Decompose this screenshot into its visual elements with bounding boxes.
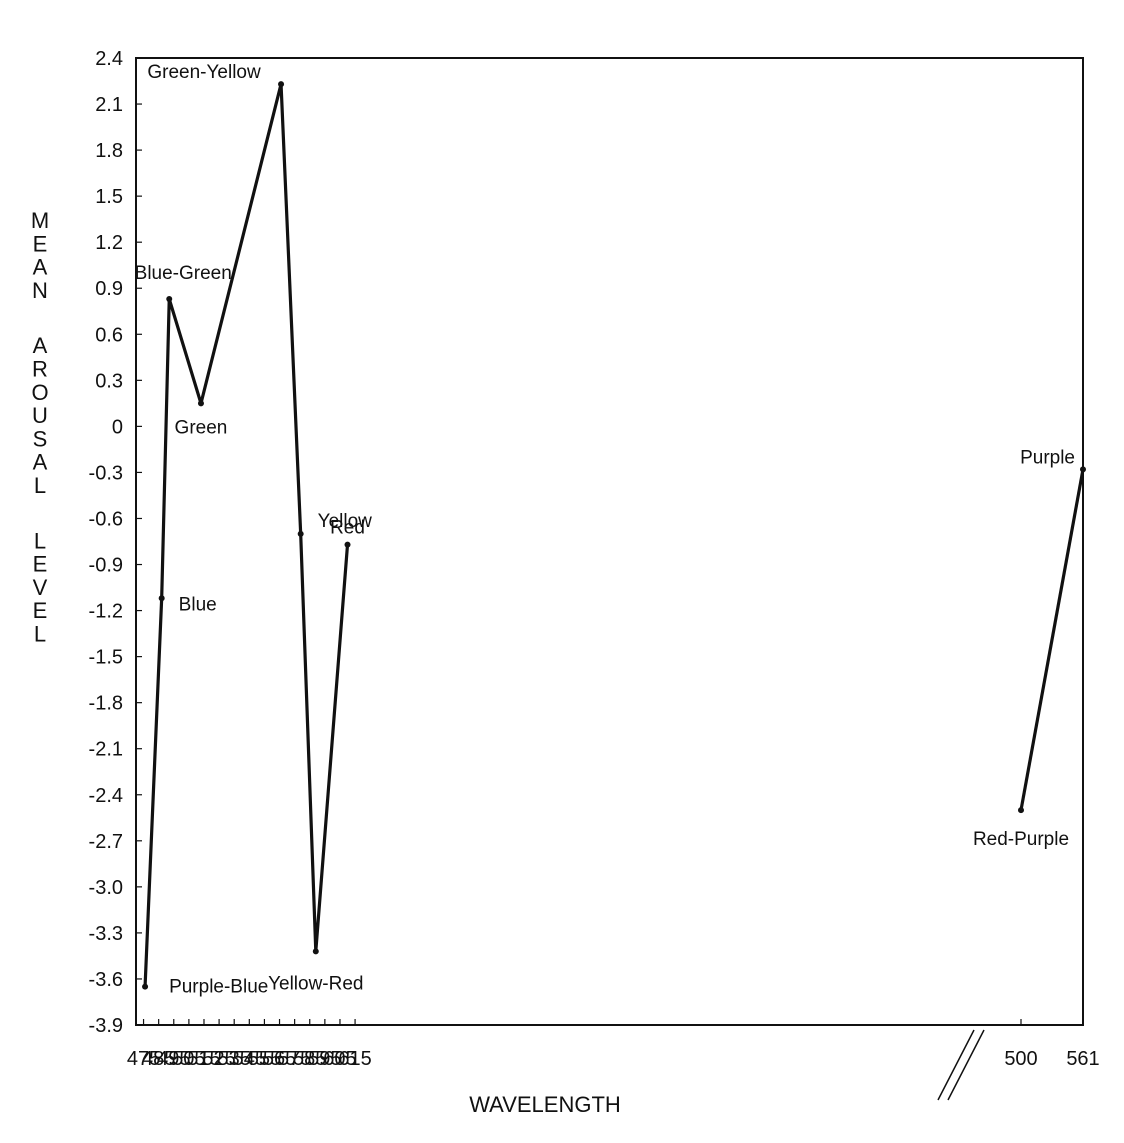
y-tick-label: 0.9 — [95, 278, 123, 300]
data-point — [166, 295, 173, 302]
x-tick-label: 615 — [338, 1048, 371, 1070]
series — [142, 81, 1086, 990]
y-axis-title-letter: V — [33, 575, 48, 600]
x-tick-label: 545 — [233, 1048, 266, 1070]
data-point — [1018, 807, 1024, 814]
data-point — [278, 81, 285, 88]
y-axis-title-letter: S — [33, 426, 48, 451]
x-tick-label: 585 — [293, 1048, 326, 1070]
data-point — [197, 400, 204, 407]
x-axis-title: WAVELENGTH — [469, 1092, 621, 1117]
y-axis-title-letter: A — [33, 450, 48, 475]
y-axis-title-letter: L — [34, 622, 46, 647]
data-label: Green — [175, 417, 228, 438]
x-tick-label: 495 — [157, 1048, 190, 1070]
y-axis-title-letter: L — [34, 528, 46, 553]
y-tick-label: -0.3 — [89, 462, 123, 484]
data-label: Blue-Green — [135, 263, 232, 284]
y-tick-label: 2.1 — [95, 94, 123, 116]
y-tick-label: 0.6 — [95, 324, 123, 346]
plot-frame — [135, 57, 1084, 1026]
y-tick-label: -0.6 — [89, 508, 123, 530]
y-tick-label: 0 — [112, 416, 123, 438]
x-tick-label: 500 — [1004, 1048, 1037, 1070]
x-tick-label: 485 — [142, 1048, 175, 1070]
x-tick-label: 605 — [323, 1048, 356, 1070]
data-point — [142, 983, 149, 990]
y-tick-label: -3.6 — [89, 969, 123, 991]
x-tick-label: 535 — [218, 1048, 251, 1070]
series-line-main — [143, 82, 350, 987]
y-tick-label: -3.0 — [89, 877, 123, 899]
data-label: Red-Purple — [973, 829, 1069, 850]
data-point — [312, 948, 319, 955]
y-axis-title-letter: E — [33, 598, 48, 623]
data-label: Green-Yellow — [147, 62, 261, 83]
x-tick-label: 475 — [127, 1048, 160, 1070]
point-labels: Purple-Blue Blue Blue-Green Green Green-Yell… — [135, 62, 1075, 998]
y-tick-label: -1.8 — [89, 693, 123, 715]
data-label: Purple-Blue — [169, 977, 268, 998]
ticks: 2.4 2.1 1.8 1.5 1.2 0.9 0.6 0.3 0 -0.3 -0.6 -0.9 -1.… — [89, 48, 1100, 1070]
y-tick-label: -2.4 — [89, 785, 123, 807]
y-tick-label: -2.1 — [89, 739, 123, 761]
series-line-break — [1019, 469, 1085, 811]
y-tick-label: 0.3 — [95, 370, 123, 392]
y-axis-title-letter: A — [33, 255, 48, 280]
y-tick-label: 1.8 — [95, 140, 123, 162]
data-point — [158, 595, 165, 602]
x-tick-label: 595 — [308, 1048, 341, 1070]
y-axis-title-letter: N — [32, 278, 48, 303]
data-point — [1080, 466, 1086, 473]
y-axis-title-letter: E — [33, 552, 48, 577]
data-point — [297, 530, 304, 537]
data-point — [344, 541, 351, 548]
x-tick-label: 505 — [172, 1048, 205, 1070]
y-axis-title-letter: R — [32, 357, 48, 382]
y-axis-title-letter: A — [33, 333, 48, 358]
y-tick-label: -2.7 — [89, 831, 123, 853]
y-tick-label: 2.4 — [95, 48, 123, 70]
data-label: Blue — [179, 594, 217, 615]
y-tick-label: -3.9 — [89, 1015, 123, 1037]
data-label: Yellow-Red — [268, 973, 363, 994]
y-tick-label: -1.5 — [89, 647, 123, 669]
data-label: Red — [330, 518, 365, 539]
y-axis-title-letter: E — [33, 231, 48, 256]
y-axis-title-letter: M — [31, 208, 49, 233]
axis-break-mark — [947, 1029, 985, 1101]
x-tick-label: 525 — [202, 1048, 235, 1070]
data-label: Yellow — [318, 511, 373, 532]
y-tick-label: 1.5 — [95, 186, 123, 208]
data-label: Purple — [1020, 447, 1075, 468]
y-axis-title-letter: L — [34, 473, 46, 498]
x-tick-label: 515 — [187, 1048, 220, 1070]
y-tick-label: -0.9 — [89, 555, 123, 577]
y-tick-label: -1.2 — [89, 601, 123, 623]
axis-break-mark — [937, 1029, 975, 1101]
x-tick-label: 565 — [263, 1048, 296, 1070]
y-axis-title-letter: U — [32, 403, 48, 428]
axes — [135, 57, 1084, 1101]
y-axis-title-letter: O — [31, 380, 48, 405]
y-tick-label: 1.2 — [95, 232, 123, 254]
x-tick-label: 575 — [278, 1048, 311, 1070]
x-tick-label: 561 — [1066, 1048, 1099, 1070]
x-tick-label: 555 — [248, 1048, 281, 1070]
y-tick-label: -3.3 — [89, 923, 123, 945]
